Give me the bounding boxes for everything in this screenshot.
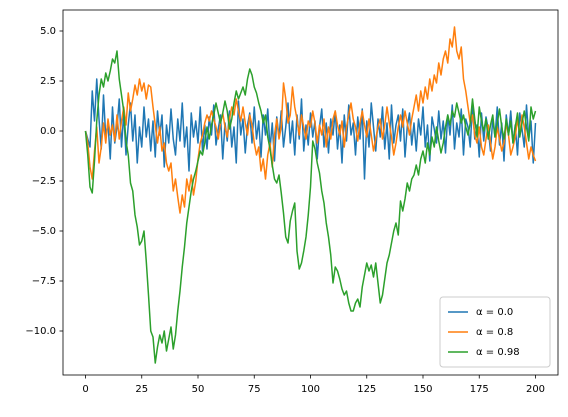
- y-tick-label: 2.5: [40, 76, 56, 87]
- y-tick-label: −7.5: [32, 276, 56, 287]
- x-tick-label: 125: [357, 384, 376, 395]
- x-tick-label: 175: [470, 384, 489, 395]
- series-line: [84, 78, 537, 180]
- x-tick-label: 25: [135, 384, 148, 395]
- legend: α = 0.0 α = 0.8 α = 0.98: [439, 296, 551, 368]
- legend-label: α = 0.98: [476, 347, 520, 358]
- x-tick-label: 150: [413, 384, 432, 395]
- y-tick-label: 0.0: [40, 126, 56, 137]
- x-tick-label: 0: [82, 384, 88, 395]
- legend-label: α = 0.0: [476, 307, 513, 318]
- x-tick-label: 100: [301, 384, 320, 395]
- y-tick-label: −2.5: [32, 176, 56, 187]
- y-tick-label: −10.0: [25, 326, 56, 337]
- y-tick-label: 5.0: [40, 26, 56, 37]
- series-line: [84, 50, 537, 364]
- legend-box: [439, 296, 551, 368]
- x-tick-label: 75: [248, 384, 261, 395]
- y-tick-label: −5.0: [32, 226, 56, 237]
- legend-label: α = 0.8: [476, 327, 513, 338]
- axes-frame: [62, 9, 559, 376]
- series-line: [84, 26, 537, 214]
- x-tick-label: 200: [526, 384, 545, 395]
- x-tick-label: 50: [192, 384, 205, 395]
